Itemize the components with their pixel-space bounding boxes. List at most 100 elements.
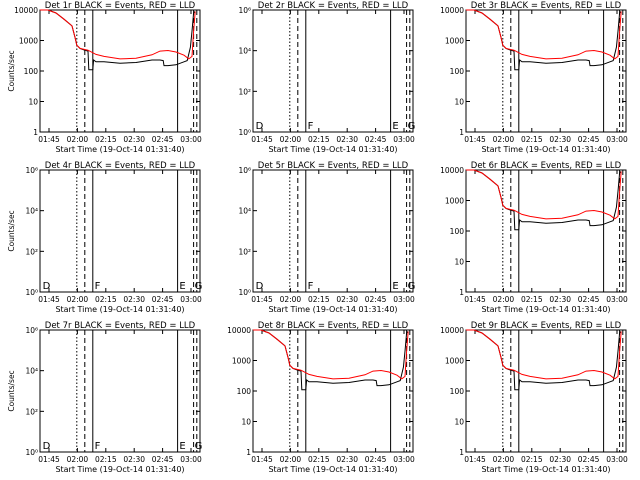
x-tick-label: 03:00 bbox=[180, 295, 202, 304]
y-tick-label: 1 bbox=[246, 448, 251, 457]
x-tick-label: 02:45 bbox=[152, 455, 174, 464]
x-tick-label: 02:30 bbox=[123, 135, 145, 144]
y-tick-label: 10² bbox=[25, 407, 38, 416]
y-tick-label: 10⁶ bbox=[25, 326, 38, 335]
x-tick-label: 02:45 bbox=[578, 455, 600, 464]
y-tick-label: 100 bbox=[24, 67, 39, 76]
y-tick-label: 10⁰ bbox=[238, 288, 251, 297]
x-tick-label: 01:45 bbox=[251, 455, 273, 464]
chart-title: Det 5r BLACK = Events, RED = LLD bbox=[258, 161, 409, 171]
plot-frame bbox=[39, 169, 201, 293]
y-tick-label: 10⁰ bbox=[238, 128, 251, 137]
event-letter-label: D bbox=[256, 121, 264, 132]
chart-panel-3: Det 3r BLACK = Events, RED = LLD 1 10 100 10… bbox=[440, 1, 628, 154]
y-tick-label: 10000 bbox=[440, 166, 464, 175]
x-tick-label: 02:45 bbox=[152, 135, 174, 144]
x-tick-label: 02:15 bbox=[521, 135, 543, 144]
y-tick-label: 10² bbox=[25, 247, 38, 256]
y-tick-label: 10000 bbox=[440, 326, 464, 335]
plot-frame bbox=[465, 9, 627, 133]
x-tick-label: 02:45 bbox=[152, 295, 174, 304]
y-tick-label: 10⁴ bbox=[25, 207, 38, 216]
x-tick-label: 02:45 bbox=[365, 295, 387, 304]
event-letter-label: G bbox=[195, 441, 203, 452]
x-tick-label: 02:45 bbox=[365, 455, 387, 464]
chart-panel-2: Det 2r BLACK = Events, RED = LLD 10⁰ 10² 10… bbox=[238, 1, 415, 154]
x-tick-label: 02:45 bbox=[365, 135, 387, 144]
x-axis-label: Start Time (19-Oct-14 01:31:40) bbox=[481, 465, 610, 474]
x-tick-label: 01:45 bbox=[38, 295, 60, 304]
y-tick-label: 1 bbox=[459, 128, 464, 137]
event-letter-label: F bbox=[308, 281, 314, 292]
series-line-lld bbox=[466, 9, 622, 60]
y-tick-label: 10 bbox=[454, 98, 464, 107]
x-tick-label: 02:30 bbox=[549, 135, 571, 144]
event-letter-label: E bbox=[179, 441, 185, 452]
x-tick-label: 02:00 bbox=[493, 295, 515, 304]
y-axis-label: Counts/sec bbox=[7, 210, 16, 251]
x-tick-label: 02:15 bbox=[95, 135, 117, 144]
plot-frame bbox=[465, 329, 627, 453]
x-tick-label: 03:00 bbox=[393, 295, 415, 304]
y-tick-label: 10 bbox=[28, 98, 38, 107]
event-letter-label: D bbox=[43, 281, 51, 292]
y-tick-label: 10⁰ bbox=[25, 448, 38, 457]
x-axis-label: Start Time (19-Oct-14 01:31:40) bbox=[55, 145, 184, 154]
chart-panel-7: Det 7r BLACK = Events, RED = LLD 10⁰ 10² 10… bbox=[7, 321, 202, 474]
x-axis-label: Start Time (19-Oct-14 01:31:40) bbox=[481, 145, 610, 154]
x-tick-label: 03:00 bbox=[180, 455, 202, 464]
y-tick-label: 1000 bbox=[445, 357, 464, 366]
x-tick-label: 02:00 bbox=[67, 295, 89, 304]
x-tick-label: 03:00 bbox=[393, 455, 415, 464]
chart-panel-1: Det 1r BLACK = Events, RED = LLD 1 10 100 10… bbox=[7, 1, 202, 154]
event-letter-label: E bbox=[179, 281, 185, 292]
y-tick-label: 10000 bbox=[14, 6, 38, 15]
x-tick-label: 02:15 bbox=[95, 455, 117, 464]
x-tick-label: 03:00 bbox=[393, 135, 415, 144]
event-letter-label: E bbox=[392, 281, 398, 292]
y-tick-label: 10⁴ bbox=[25, 367, 38, 376]
x-tick-label: 02:15 bbox=[308, 295, 330, 304]
y-axis-label: Counts/sec bbox=[7, 50, 16, 91]
chart-title: Det 8r BLACK = Events, RED = LLD bbox=[258, 321, 409, 331]
chart-title: Det 7r BLACK = Events, RED = LLD bbox=[45, 321, 196, 331]
chart-title: Det 6r BLACK = Events, RED = LLD bbox=[471, 161, 622, 171]
y-tick-label: 1 bbox=[459, 288, 464, 297]
chart-panel-4: Det 4r BLACK = Events, RED = LLD 10⁰ 10² 10… bbox=[7, 161, 202, 314]
y-axis-label: Counts/sec bbox=[7, 370, 16, 411]
y-tick-label: 1000 bbox=[445, 197, 464, 206]
y-tick-label: 10000 bbox=[227, 326, 251, 335]
chart-panel-9: Det 9r BLACK = Events, RED = LLD 1 10 100 10… bbox=[440, 321, 628, 474]
x-tick-label: 01:45 bbox=[251, 295, 273, 304]
x-axis-label: Start Time (19-Oct-14 01:31:40) bbox=[55, 305, 184, 314]
plot-frame bbox=[39, 329, 201, 453]
event-letter-label: G bbox=[408, 121, 416, 132]
y-tick-label: 10² bbox=[238, 87, 251, 96]
x-tick-label: 02:00 bbox=[280, 295, 302, 304]
x-tick-label: 01:45 bbox=[38, 455, 60, 464]
x-tick-label: 02:00 bbox=[67, 455, 89, 464]
x-axis-label: Start Time (19-Oct-14 01:31:40) bbox=[268, 145, 397, 154]
x-tick-label: 01:45 bbox=[464, 295, 486, 304]
series-line-lld bbox=[253, 329, 409, 380]
y-tick-label: 10⁰ bbox=[25, 288, 38, 297]
x-tick-label: 02:00 bbox=[280, 455, 302, 464]
plot-frame bbox=[39, 9, 201, 133]
x-tick-label: 01:45 bbox=[464, 135, 486, 144]
y-tick-label: 100 bbox=[450, 227, 465, 236]
event-letter-label: E bbox=[392, 121, 398, 132]
x-tick-label: 02:30 bbox=[336, 135, 358, 144]
x-tick-label: 02:00 bbox=[280, 135, 302, 144]
x-axis-label: Start Time (19-Oct-14 01:31:40) bbox=[268, 465, 397, 474]
x-tick-label: 02:30 bbox=[549, 455, 571, 464]
y-tick-label: 10⁶ bbox=[25, 166, 38, 175]
x-tick-label: 02:15 bbox=[521, 295, 543, 304]
x-tick-label: 02:15 bbox=[521, 455, 543, 464]
x-tick-label: 02:00 bbox=[493, 135, 515, 144]
y-tick-label: 1 bbox=[33, 128, 38, 137]
chart-title: Det 3r BLACK = Events, RED = LLD bbox=[471, 1, 622, 11]
chart-title: Det 1r BLACK = Events, RED = LLD bbox=[45, 1, 196, 11]
x-tick-label: 02:00 bbox=[67, 135, 89, 144]
x-tick-label: 02:30 bbox=[123, 295, 145, 304]
y-tick-label: 1000 bbox=[232, 357, 251, 366]
